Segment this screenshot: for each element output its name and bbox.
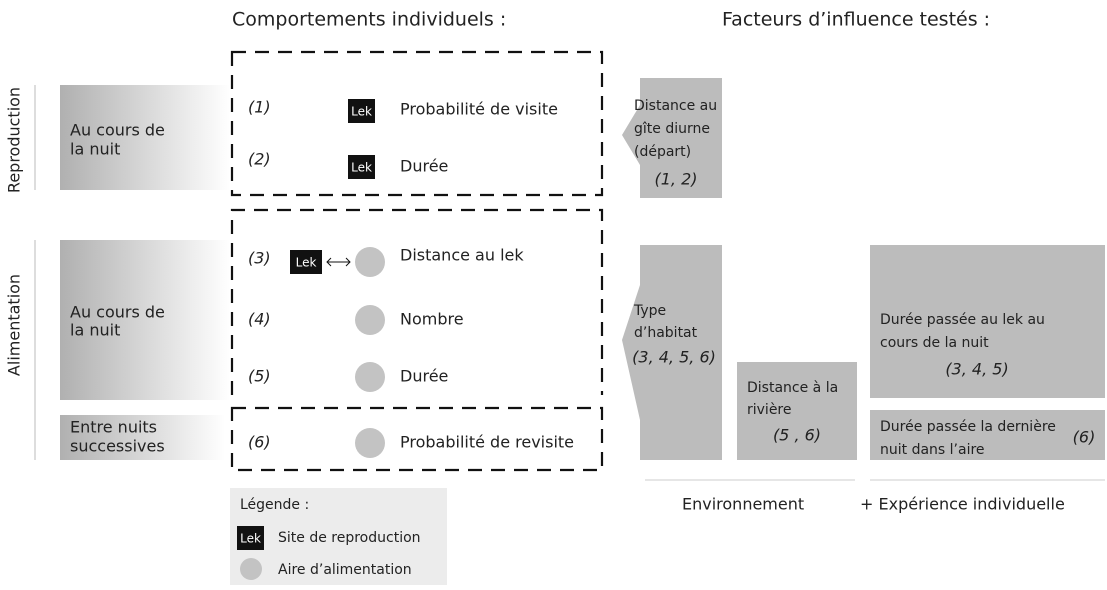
arrow <box>326 257 351 267</box>
factor-box <box>622 78 722 198</box>
number: (5) <box>248 367 271 386</box>
feeding-icon <box>355 305 385 335</box>
dashed-box <box>230 208 604 395</box>
factor-text: cours de la nuit <box>880 335 989 351</box>
section-label: Alimentation <box>5 274 24 376</box>
factor-text: (départ) <box>634 144 691 160</box>
factor-refs: (1, 2) <box>654 170 697 189</box>
behaviour: Probabilité de revisite <box>400 433 574 452</box>
legend-box <box>230 488 447 585</box>
lek-text: Lek <box>296 256 317 270</box>
behaviour: Durée <box>400 157 448 176</box>
period-text: Au cours de <box>70 303 165 322</box>
number: (6) <box>248 433 271 452</box>
factor-text: Durée passée au lek au <box>880 312 1045 328</box>
period-text: Entre nuits <box>70 418 157 437</box>
lek-icon <box>290 250 322 274</box>
factor-text: nuit dans l’aire <box>880 442 985 458</box>
lek-icon <box>348 99 375 123</box>
lek-text: Lek <box>351 105 372 119</box>
feeding-icon <box>355 247 385 277</box>
factor-refs: (3, 4, 5, 6) <box>632 348 716 367</box>
lek-text: Lek <box>240 532 261 546</box>
period-box <box>60 85 230 190</box>
behaviour: Distance au lek <box>400 246 524 265</box>
factor-text: Durée passée la dernière <box>880 419 1056 435</box>
lek-icon <box>348 155 375 179</box>
factor-box <box>622 245 722 460</box>
number: (1) <box>248 98 271 117</box>
factor-refs: (6) <box>1073 428 1096 447</box>
factor-text: Distance à la <box>747 380 838 396</box>
legend-title: Légende : <box>240 497 309 513</box>
factor-refs: (3, 4, 5) <box>945 360 1008 379</box>
behaviour: Nombre <box>400 310 464 329</box>
factor-text: rivière <box>747 402 792 418</box>
dashed-box <box>230 406 604 472</box>
header: Facteurs d’influence testés : <box>722 9 990 31</box>
factor-text: gîte diurne <box>634 121 710 137</box>
period-text: la nuit <box>70 140 120 159</box>
number: (2) <box>248 150 271 169</box>
dashed-box <box>230 50 604 197</box>
feeding-icon <box>355 362 385 392</box>
legend-label: Aire d’alimentation <box>278 562 412 578</box>
number: (3) <box>248 249 271 268</box>
legend-label: Site de reproduction <box>278 530 421 546</box>
period-text: successives <box>70 437 165 456</box>
section-label: Reproduction <box>5 87 24 193</box>
factor-box <box>870 410 1105 460</box>
factor-box <box>737 362 857 460</box>
group-label: Environnement <box>682 495 804 514</box>
factor-text: Type <box>633 303 666 319</box>
period-box <box>60 240 230 400</box>
lek-icon <box>237 526 264 550</box>
period-box <box>60 415 225 460</box>
factor-refs: (5 , 6) <box>773 426 821 445</box>
behaviour: Probabilité de visite <box>400 100 558 119</box>
period-text: Au cours de <box>70 121 165 140</box>
behaviour: Durée <box>400 367 448 386</box>
feeding-icon <box>240 558 262 580</box>
period-text: la nuit <box>70 321 120 340</box>
lek-text: Lek <box>351 161 372 175</box>
group-label: + Expérience individuelle <box>860 495 1065 514</box>
factor-text: Distance au <box>634 98 717 114</box>
factor-box <box>870 245 1105 398</box>
feeding-icon <box>355 428 385 458</box>
factor-text: d’habitat <box>634 325 698 341</box>
header: Comportements individuels : <box>232 9 506 31</box>
number: (4) <box>248 310 271 329</box>
